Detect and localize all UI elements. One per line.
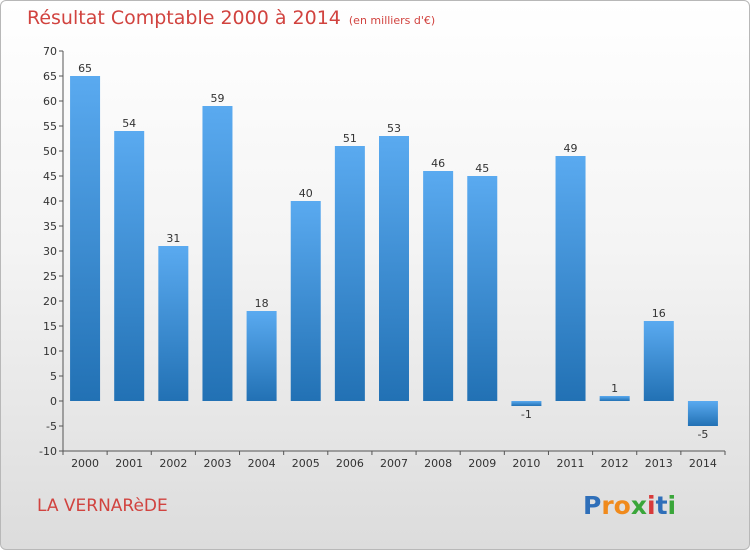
bar-2005	[290, 201, 321, 401]
y-tick-label: -5	[46, 420, 57, 433]
data-label-2005: 40	[299, 187, 313, 200]
data-label-2013: 16	[652, 307, 666, 320]
x-tick-label: 2009	[468, 457, 496, 470]
bar-2007	[379, 136, 409, 401]
x-tick-label: 2008	[424, 457, 452, 470]
y-tick-label: 0	[50, 395, 57, 408]
bar-2002	[158, 246, 189, 401]
x-tick-label: 2010	[512, 457, 540, 470]
title-text: Résultat Comptable 2000 à 2014	[27, 7, 341, 29]
data-label-2000: 65	[78, 62, 92, 75]
y-tick-label: 35	[43, 220, 57, 233]
y-tick-label: 65	[43, 70, 57, 83]
data-label-2011: 49	[564, 142, 578, 155]
x-tick-label: 2000	[71, 457, 99, 470]
data-label-2014: -5	[697, 428, 708, 441]
y-tick-label: 15	[43, 320, 57, 333]
bar-2011	[555, 156, 586, 401]
y-tick-label: -10	[39, 445, 57, 458]
bar-2003	[202, 106, 233, 401]
data-label-2009: 45	[475, 162, 489, 175]
bar-2013	[643, 321, 674, 401]
data-label-2007: 53	[387, 122, 401, 135]
logo-letter: i	[667, 491, 677, 520]
bar-2001	[114, 131, 145, 401]
chart-title: Résultat Comptable 2000 à 2014 (en millie…	[27, 7, 435, 29]
data-label-2004: 18	[255, 297, 269, 310]
unit-label: (en milliers d'€)	[348, 14, 436, 27]
y-tick-label: 30	[43, 245, 57, 258]
x-tick-label: 2011	[557, 457, 585, 470]
x-tick-label: 2001	[115, 457, 143, 470]
bar-2008	[423, 171, 454, 401]
y-tick-label: 40	[43, 195, 57, 208]
logo-letter: i	[647, 491, 656, 520]
data-label-2003: 59	[210, 92, 224, 105]
logo-letter: o	[613, 491, 631, 520]
y-tick-label: 45	[43, 170, 57, 183]
logo-letter: x	[630, 491, 647, 520]
y-tick-label: 5	[50, 370, 57, 383]
x-tick-label: 2002	[159, 457, 187, 470]
data-label-2001: 54	[122, 117, 136, 130]
y-tick-label: 50	[43, 145, 57, 158]
x-tick-label: 2006	[336, 457, 364, 470]
y-tick-label: 10	[43, 345, 57, 358]
x-tick-label: 2012	[601, 457, 629, 470]
logo-letter: r	[601, 491, 614, 520]
bar-2012	[599, 396, 630, 401]
bar-2009	[467, 176, 498, 401]
x-tick-label: 2003	[203, 457, 231, 470]
data-label-2012: 1	[611, 382, 618, 395]
y-tick-label: 25	[43, 270, 57, 283]
bar-2000	[70, 76, 101, 401]
x-tick-label: 2014	[689, 457, 717, 470]
x-tick-label: 2007	[380, 457, 408, 470]
data-label-2002: 31	[166, 232, 180, 245]
y-tick-label: 55	[43, 120, 57, 133]
proxiti-logo: Proxiti	[583, 491, 676, 520]
data-label-2006: 51	[343, 132, 357, 145]
y-tick-label: 70	[43, 45, 57, 58]
bar-2010	[511, 401, 542, 406]
x-tick-label: 2004	[248, 457, 276, 470]
y-tick-label: 20	[43, 295, 57, 308]
bar-2014	[687, 401, 718, 426]
y-tick-label: 60	[43, 95, 57, 108]
x-tick-label: 2005	[292, 457, 320, 470]
bar-2004	[246, 311, 277, 401]
data-label-2008: 46	[431, 157, 445, 170]
x-tick-label: 2013	[645, 457, 673, 470]
data-label-2010: -1	[521, 408, 532, 421]
commune-name: LA VERNARèDE	[37, 496, 168, 516]
bar-2006	[334, 146, 365, 401]
logo-letter: t	[655, 491, 668, 520]
logo-letter: P	[583, 491, 602, 520]
